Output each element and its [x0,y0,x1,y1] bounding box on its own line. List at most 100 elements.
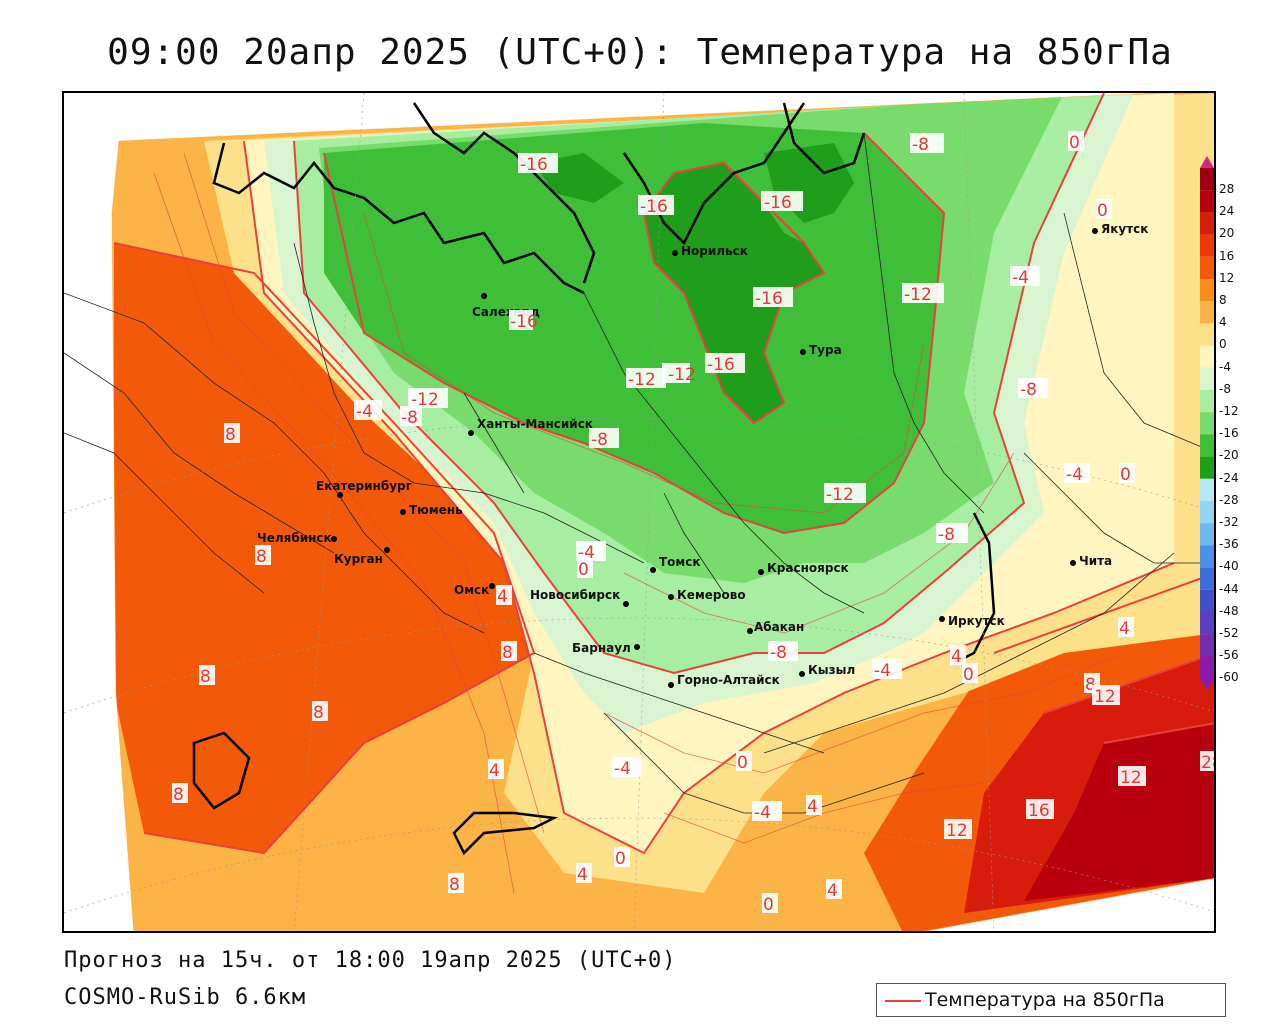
colorbar-tick-label: 28 [1219,182,1235,196]
svg-text:Омск: Омск [454,583,489,597]
graticule [64,93,1214,931]
svg-text:-16: -16 [755,289,783,309]
iso-label: 0 [962,663,978,685]
iso-label: 0 [577,558,593,580]
iso-label: 0 [736,751,752,773]
svg-text:-16: -16 [707,355,735,375]
colorbar-cell [1200,501,1214,524]
svg-text:-4: -4 [1066,465,1083,485]
svg-text:0: 0 [1097,201,1108,221]
svg-text:-12: -12 [668,365,696,385]
city-irkutsk: Иркутск [939,614,1005,628]
temperature-map[interactable]: Якутск Норильск Салехард Тура Ханты-Манс… [64,93,1216,933]
svg-text:4: 4 [577,865,588,885]
svg-text:Томск: Томск [659,555,701,569]
svg-text:Чита: Чита [1079,554,1112,568]
colorbar-cell [1200,168,1214,191]
iso-label: -4 [752,801,782,823]
svg-text:8: 8 [256,547,267,567]
legend-label: Температура на 850гПа [925,989,1165,1011]
iso-label: 28 [1200,751,1214,773]
iso-label: -16 [753,287,793,309]
city-norilsk: Норильск [672,244,748,258]
svg-text:0: 0 [963,665,974,685]
iso-label: 4 [950,645,966,667]
svg-text:Кемерово: Кемерово [677,588,746,602]
city-kemerovo: Кемерово [668,588,746,602]
temperature-field [112,93,1214,931]
iso-label: 0 [762,893,778,915]
svg-text:8: 8 [1085,675,1096,695]
colorbar-tick-label: 20 [1219,226,1235,241]
iso-label: 12 [1118,766,1146,788]
colorbar-tick-label: -44 [1219,581,1239,596]
svg-text:12: 12 [1094,687,1116,707]
svg-text:-8: -8 [912,135,929,155]
svg-text:Екатеринбург: Екатеринбург [316,479,412,493]
svg-text:Барнаул: Барнаул [572,641,631,655]
colorbar-cell [1200,367,1214,390]
svg-text:8: 8 [200,667,211,687]
svg-text:Кызыл: Кызыл [808,663,855,677]
svg-text:4: 4 [951,647,962,667]
green-dark [324,123,944,533]
colorbar-tick-label: 8 [1219,293,1227,307]
colorbar-cell [1200,523,1214,546]
svg-text:-4: -4 [356,402,373,422]
colorbar-tick-label: -52 [1219,626,1239,640]
iso-label: 4 [496,585,512,607]
iso-label: -16 [705,353,745,375]
svg-text:4: 4 [489,761,500,781]
iso-label: 4 [576,863,592,885]
iso-label: 0 [1096,199,1112,221]
colorbar-tick-label: -8 [1219,381,1231,396]
svg-text:-16: -16 [764,193,792,213]
svg-text:Абакан: Абакан [754,620,804,634]
colorbar-top-arrow [1200,156,1214,168]
legend: Температура на 850гПа [876,983,1226,1017]
colorbar-tick-label: -24 [1219,470,1239,485]
iso-label: -12 [408,388,448,410]
map-frame[interactable]: Якутск Норильск Салехард Тура Ханты-Манс… [62,91,1216,933]
svg-text:0: 0 [763,895,774,915]
svg-text:Норильск: Норильск [681,244,748,258]
iso-label: -12 [626,368,666,390]
svg-text:-12: -12 [904,285,932,305]
iso-label: -4 [354,400,382,422]
colorbar [1200,156,1214,690]
colorbar-cell [1200,190,1214,213]
svg-text:-12: -12 [411,390,439,410]
colorbar-tick-label: -40 [1219,559,1239,574]
iso-label: 8 [199,665,215,687]
colorbar-bottom-arrow [1200,678,1214,690]
city-tomsk: Томск [650,555,701,573]
city-chelyabinsk: Челябинск [257,531,337,545]
iso-label: -8 [400,406,422,428]
colorbar-tick-label: 12 [1219,270,1235,285]
iso-label: -4 [1010,266,1040,288]
svg-text:-8: -8 [770,643,787,663]
iso-label: -8 [936,523,968,545]
svg-text:12: 12 [1120,768,1142,788]
svg-text:-8: -8 [591,430,608,450]
legend-line-swatch [885,1000,921,1002]
city-krasnoyarsk: Красноярск [758,561,849,575]
colorbar-cell [1200,279,1214,302]
svg-text:0: 0 [1120,465,1131,485]
svg-text:-8: -8 [1020,380,1037,400]
iso-label: -8 [1018,378,1048,400]
colorbar-tick-label: -60 [1219,670,1239,685]
svg-text:Тюмень: Тюмень [409,503,463,517]
svg-text:Тура: Тура [809,343,842,357]
svg-text:4: 4 [807,797,818,817]
city-omsk: Омск [454,583,495,597]
svg-text:4: 4 [1119,619,1130,639]
iso-label: 0 [1119,463,1135,485]
iso-label: 16 [1026,799,1054,821]
svg-text:-12: -12 [628,370,656,390]
colorbar-tick-label: 4 [1219,315,1227,330]
iso-label: -8 [768,641,798,663]
colorbar-tick-label: -4 [1219,359,1231,374]
orange-warm-west [114,243,534,853]
iso-label: 8 [255,545,271,567]
